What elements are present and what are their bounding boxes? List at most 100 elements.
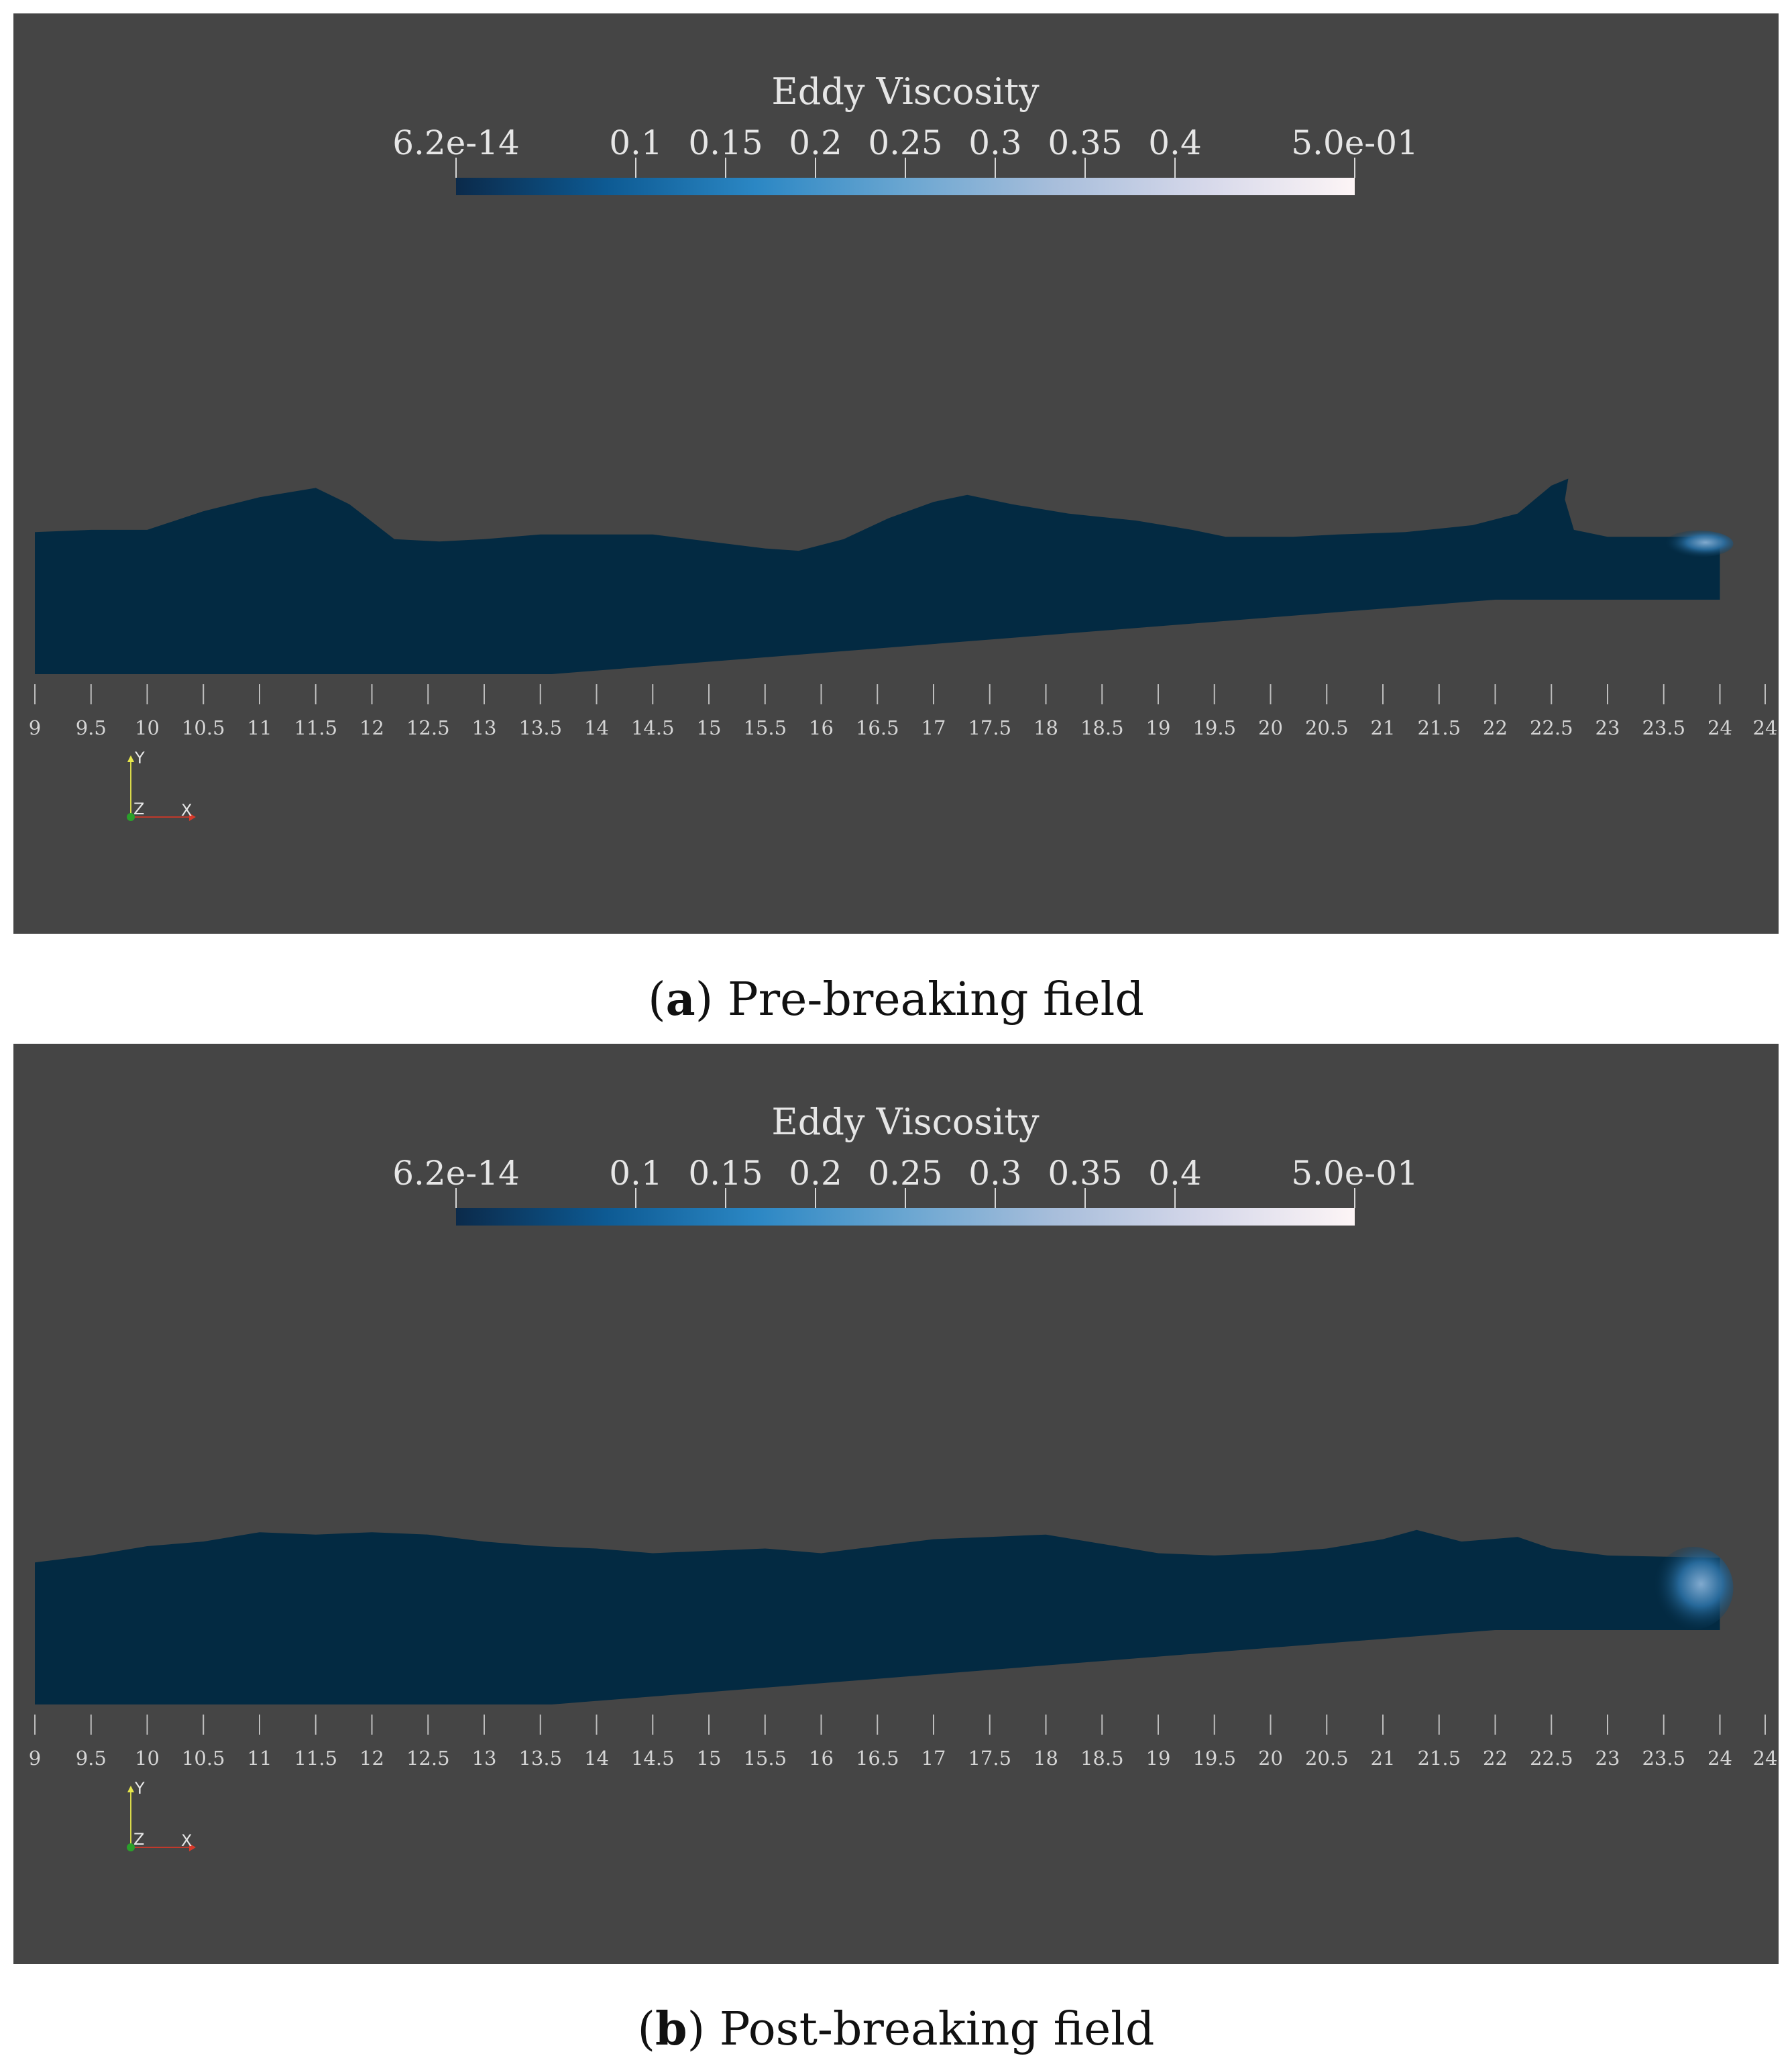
x-tick-label: 21 (1371, 716, 1396, 739)
z-axis-dot (127, 813, 135, 821)
z-axis-label: Z (133, 800, 144, 818)
x-tick-label: 11.5 (294, 1747, 337, 1770)
x-tick-label: 22.5 (1530, 1747, 1573, 1770)
x-tick-label: 15.5 (743, 716, 787, 739)
colorbar-label: 0.35 (1048, 1154, 1122, 1193)
x-tick-label: 17 (921, 1747, 946, 1770)
x-tick-label: 14 (584, 716, 609, 739)
x-tick-label: 21.5 (1417, 1747, 1461, 1770)
y-axis-label: Y (134, 1779, 145, 1798)
x-arrow-head (189, 813, 196, 821)
x-tick-label: 21 (1371, 1747, 1396, 1770)
x-tick-label: 24 (1753, 1747, 1778, 1770)
x-tick-label: 19.5 (1192, 716, 1236, 739)
x-tick-label: 24 (1707, 1747, 1732, 1770)
colorbar-label: 0.2 (789, 123, 842, 162)
water-body (35, 1529, 1720, 1704)
x-tick-label: 23.5 (1642, 1747, 1685, 1770)
turbulence-region (1653, 1546, 1734, 1630)
colorbar-label: 0.35 (1048, 123, 1122, 162)
x-tick-label: 11.5 (294, 716, 337, 739)
colorbar (456, 178, 1355, 195)
x-tick-label: 13 (472, 716, 497, 739)
x-tick-label: 9.5 (76, 716, 107, 739)
colorbar-label: 0.15 (688, 1154, 763, 1193)
colorbar-label: 0.2 (789, 1154, 842, 1193)
colorbar-label: 5.0e-01 (1291, 123, 1418, 162)
y-arrow-head (127, 755, 134, 762)
x-tick-label: 16.5 (856, 716, 899, 739)
x-tick-label: 24 (1707, 716, 1732, 739)
x-tick-label: 10.5 (182, 716, 225, 739)
x-tick-label: 14.5 (631, 1747, 675, 1770)
x-arrow-head (189, 1843, 196, 1851)
x-tick-label: 18 (1033, 1747, 1058, 1770)
panel-post-breaking: Eddy Viscosity 6.2e-14 0.1 0.15 0.2 0.25 0.3 0.… (13, 1044, 1779, 1964)
x-tick-label: 22 (1483, 1747, 1508, 1770)
x-tick-label: 18.5 (1080, 1747, 1124, 1770)
y-arrow-head (127, 1786, 134, 1792)
caption-a-letter: a (665, 973, 695, 1026)
x-tick-label: 15 (697, 716, 722, 739)
x-tick-label: 9 (29, 716, 41, 739)
x-tick-label: 18.5 (1080, 716, 1124, 739)
colorbar-label: 0.1 (609, 123, 663, 162)
x-tick-label: 18 (1033, 716, 1058, 739)
caption-b-letter: b (655, 2002, 687, 2056)
x-tick-label: 12 (359, 716, 384, 739)
x-tick-label: 11 (247, 716, 272, 739)
x-tick-label: 20 (1258, 716, 1283, 739)
colorbar-label: 0.1 (609, 1154, 663, 1193)
x-tick-label: 15.5 (743, 1747, 787, 1770)
colorbar-label: 0.4 (1148, 1154, 1202, 1193)
panel-b-svg: Eddy Viscosity 6.2e-14 0.1 0.15 0.2 0.25 0.3 0.… (29, 1101, 1778, 1851)
x-tick-label: 12.5 (406, 1747, 450, 1770)
x-axis-label: X (181, 1831, 192, 1850)
colorbar-label: 0.25 (868, 1154, 942, 1193)
panel-a-svg: Eddy Viscosity 6.2e-14 0.1 0.15 0.2 0.25 0.3 0.… (29, 70, 1777, 821)
x-tick-label: 23.5 (1642, 716, 1685, 739)
x-tick-label: 20.5 (1305, 1747, 1349, 1770)
x-tick-label: 13.5 (518, 716, 562, 739)
y-axis-label: Y (134, 749, 145, 767)
water-body (35, 478, 1720, 674)
x-tick-label: 14.5 (631, 716, 675, 739)
x-tick-label: 17.5 (968, 1747, 1011, 1770)
x-tick-label: 12.5 (406, 716, 450, 739)
x-tick-label: 10 (135, 716, 160, 739)
colorbar-label: 0.4 (1148, 123, 1202, 162)
x-tick-label: 20.5 (1305, 716, 1349, 739)
x-tick-label: 22 (1483, 716, 1508, 739)
x-tick-label: 17 (921, 716, 946, 739)
caption-a: (a) Pre-breaking field (648, 973, 1144, 1026)
x-tick-label: 16.5 (856, 1747, 899, 1770)
colorbar-label: 5.0e-01 (1291, 1154, 1418, 1193)
z-axis-dot (127, 1843, 135, 1851)
caption-b: (b) Post-breaking field (637, 2002, 1155, 2056)
x-tick-label: 20 (1258, 1747, 1283, 1770)
x-tick-label: 19 (1146, 1747, 1171, 1770)
x-tick-label: 19 (1146, 716, 1171, 739)
x-tick-label: 23 (1595, 1747, 1620, 1770)
colorbar-label: 6.2e-14 (392, 1154, 520, 1193)
colorbar-label: 0.25 (868, 123, 942, 162)
caption-b-text: Post-breaking field (705, 2003, 1155, 2056)
x-tick-label: 9.5 (76, 1747, 107, 1770)
x-tick-label: 23 (1595, 716, 1620, 739)
x-tick-label: 17.5 (968, 716, 1011, 739)
x-tick-label: 11 (247, 1747, 272, 1770)
x-tick-label: 16 (809, 716, 834, 739)
x-tick-label: 9 (29, 1747, 41, 1770)
caption-a-text: Pre-breaking field (713, 973, 1144, 1026)
x-tick-label: 16 (809, 1747, 834, 1770)
x-tick-label: 10 (135, 1747, 160, 1770)
colorbar (456, 1208, 1355, 1226)
x-tick-label: 15 (697, 1747, 722, 1770)
x-tick-label: 13 (472, 1747, 497, 1770)
colorbar-label: 6.2e-14 (392, 123, 520, 162)
x-tick-label: 22.5 (1530, 716, 1573, 739)
colorbar-title: Eddy Viscosity (771, 70, 1040, 113)
colorbar-label: 0.15 (688, 123, 763, 162)
x-tick-label: 14 (584, 1747, 609, 1770)
colorbar-label: 0.3 (968, 123, 1022, 162)
